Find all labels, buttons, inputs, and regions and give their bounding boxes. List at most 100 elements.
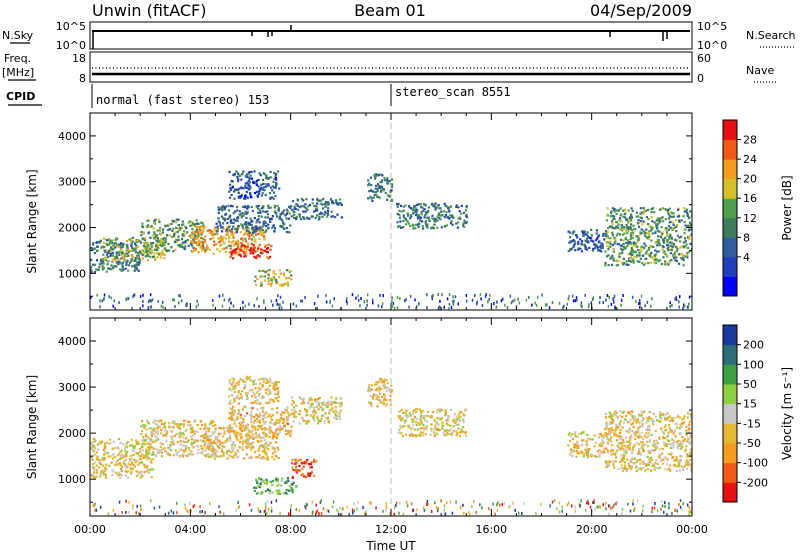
echo-cell: [678, 263, 680, 265]
echo-cell: [111, 261, 113, 263]
echo-cell: [266, 483, 268, 485]
echo-cell: [416, 418, 418, 420]
echo-cell: [238, 197, 240, 199]
speckle-cell: [580, 304, 582, 307]
echo-cell: [134, 270, 136, 272]
echo-cell: [409, 425, 411, 427]
echo-cell: [281, 480, 283, 482]
echo-cell: [192, 431, 194, 433]
echo-cell: [258, 215, 260, 217]
echo-cell: [210, 435, 212, 437]
echo-cell: [266, 454, 268, 456]
echo-cell: [264, 413, 266, 415]
echo-cell: [602, 435, 604, 437]
echo-cell: [295, 469, 297, 471]
echo-cell: [658, 220, 660, 222]
echo-cell: [441, 226, 443, 228]
echo-cell: [259, 212, 261, 214]
echo-cell: [679, 443, 681, 445]
echo-cell: [407, 220, 409, 222]
echo-cell: [243, 427, 245, 429]
speckle-cell: [599, 296, 601, 299]
speckle-cell: [531, 304, 533, 307]
echo-cell: [259, 403, 261, 405]
echo-cell: [662, 431, 664, 433]
echo-cell: [651, 227, 653, 229]
echo-cell: [98, 269, 100, 271]
echo-cell: [235, 453, 237, 455]
echo-cell: [278, 381, 280, 383]
speckle-cell: [392, 305, 394, 308]
echo-cell: [688, 236, 690, 238]
echo-cell: [253, 236, 255, 238]
echo-cell: [262, 446, 264, 448]
speckle-cell: [280, 296, 282, 299]
echo-cell: [414, 434, 416, 436]
echo-cell: [404, 420, 406, 422]
echo-cell: [158, 244, 160, 246]
echo-cell: [456, 432, 458, 434]
echo-cell: [160, 239, 162, 241]
echo-cell: [155, 423, 157, 425]
echo-cell: [426, 415, 428, 417]
echo-cell: [581, 240, 583, 242]
echo-cell: [408, 223, 410, 225]
echo-cell: [419, 434, 421, 436]
echo-cell: [119, 462, 121, 464]
echo-cell: [656, 259, 658, 261]
echo-cell: [636, 260, 638, 262]
echo-cell: [277, 392, 279, 394]
echo-cell: [160, 442, 162, 444]
speckle-cell: [638, 302, 640, 305]
speckle-cell: [447, 297, 449, 300]
speckle-cell: [346, 297, 348, 300]
echo-cell: [367, 389, 369, 391]
echo-cell: [253, 394, 255, 396]
echo-cell: [155, 245, 157, 247]
echo-cell: [450, 206, 452, 208]
echo-cell: [379, 388, 381, 390]
echo-cell: [154, 249, 156, 251]
echo-cell: [422, 432, 424, 434]
echo-cell: [594, 247, 596, 249]
echo-cell: [237, 383, 239, 385]
speckle-cell: [688, 303, 690, 306]
echo-cell: [127, 470, 129, 472]
speckle-cell: [230, 302, 232, 305]
echo-cell: [330, 401, 332, 403]
echo-cell: [677, 209, 679, 211]
colorbar-swatch: [723, 257, 737, 277]
echo-cell: [179, 436, 181, 438]
echo-cell: [134, 445, 136, 447]
echo-cell: [154, 252, 156, 254]
echo-cell: [571, 455, 573, 457]
speckle-cell: [607, 294, 609, 297]
nsearch-label: N.Search: [746, 29, 796, 42]
echo-cell: [121, 466, 123, 468]
echo-cell: [382, 402, 384, 404]
echo-cell: [170, 436, 172, 438]
echo-cell: [652, 246, 654, 248]
echo-cell: [265, 222, 267, 224]
echo-cell: [640, 250, 642, 252]
echo-cell: [614, 238, 616, 240]
echo-cell: [123, 455, 125, 457]
echo-cell: [196, 223, 198, 225]
echo-cell: [258, 379, 260, 381]
echo-cell: [141, 439, 143, 441]
echo-cell: [624, 248, 626, 250]
echo-cell: [642, 220, 644, 222]
echo-cell: [105, 257, 107, 259]
echo-cell: [405, 412, 407, 414]
echo-cell: [278, 396, 280, 398]
echo-cell: [638, 436, 640, 438]
echo-cell: [223, 428, 225, 430]
echo-cell: [150, 427, 152, 429]
echo-cell: [220, 244, 222, 246]
echo-cell: [173, 454, 175, 456]
echo-cell: [262, 229, 264, 231]
echo-cell: [273, 458, 275, 460]
echo-cell: [623, 239, 625, 241]
echo-cell: [247, 438, 249, 440]
echo-cell: [204, 239, 206, 241]
